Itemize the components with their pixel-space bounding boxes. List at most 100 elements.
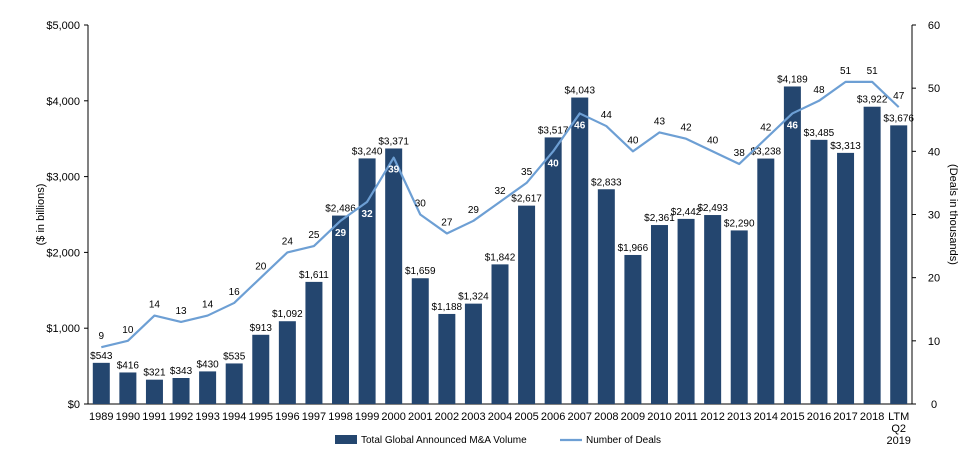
bar-value-label: $2,617	[511, 194, 542, 205]
x-tick-label: 2010	[647, 411, 671, 423]
bar-value-label: $2,486	[325, 204, 356, 215]
left-tick-label: $1,000	[46, 323, 80, 335]
bar-value-label: $3,676	[883, 113, 914, 124]
line-value-label: 44	[601, 110, 613, 121]
bar	[491, 264, 509, 404]
line-value-label: 42	[681, 123, 693, 134]
line-value-label: 46	[574, 120, 586, 131]
right-axis-title: (Deals in thousands)	[947, 164, 959, 265]
x-tick-label: 2014	[754, 411, 778, 423]
bar	[225, 363, 243, 404]
line-value-label: 35	[521, 167, 533, 178]
deals-line	[101, 80, 900, 349]
line-value-label: 29	[468, 205, 480, 216]
x-tick-label: 2001	[408, 411, 432, 423]
bar	[438, 313, 456, 404]
left-tick-label: $0	[68, 399, 80, 411]
line-value-label: 51	[867, 66, 879, 77]
x-tick-label: 1990	[116, 411, 140, 423]
bar-value-label: $430	[196, 359, 219, 370]
line-value-label: 40	[627, 135, 639, 146]
bar	[358, 158, 376, 404]
right-tick-label: 20	[928, 273, 940, 285]
bar-value-label: $1,842	[485, 252, 516, 263]
bar	[119, 372, 137, 404]
bar	[92, 362, 110, 404]
line-value-label: 20	[255, 262, 267, 273]
line-value-label: 32	[494, 186, 506, 197]
line-value-label: 46	[787, 120, 799, 131]
bar-value-label: $4,189	[777, 74, 808, 85]
bar-value-label: $343	[170, 366, 193, 377]
x-tick-label: 2003	[461, 411, 485, 423]
right-tick-label: 40	[928, 146, 940, 158]
bar-value-label: $543	[90, 351, 113, 362]
bar-value-label: $1,188	[432, 302, 463, 313]
x-tick-label: 2015	[780, 411, 804, 423]
bar	[597, 189, 615, 404]
bar	[411, 278, 429, 404]
left-tick-label: $2,000	[46, 247, 80, 259]
line-value-label: 30	[415, 199, 427, 210]
bar-value-label: $3,922	[857, 95, 888, 106]
bar	[385, 148, 403, 404]
bar	[783, 86, 801, 404]
line-value-label: 43	[654, 116, 666, 127]
line-value-label: 42	[760, 123, 772, 134]
bar	[278, 321, 296, 404]
line-value-label: 38	[734, 148, 746, 159]
line-value-label: 48	[813, 85, 825, 96]
line-value-label: 9	[99, 331, 105, 342]
x-tick-label: 2012	[700, 411, 724, 423]
bar-value-label: $3,313	[830, 141, 861, 152]
x-tick-label: LTM Q2 2019	[886, 411, 910, 447]
x-tick-label: 2006	[541, 411, 565, 423]
x-tick-label: 1994	[222, 411, 246, 423]
bar	[837, 152, 855, 404]
x-tick-label: 1992	[169, 411, 193, 423]
bar-value-label: $2,493	[697, 203, 728, 214]
bar	[890, 125, 908, 405]
bar	[172, 378, 190, 404]
x-tick-label: 2004	[488, 411, 512, 423]
bar	[810, 139, 828, 404]
x-tick-label: 1995	[249, 411, 273, 423]
bar-value-label: $1,324	[458, 292, 489, 303]
bar-value-label: $3,240	[352, 146, 383, 157]
line-value-label: 51	[840, 66, 852, 77]
bar-value-label: $535	[223, 351, 246, 362]
bar-value-label: $3,517	[538, 125, 569, 136]
legend-line-label: Number of Deals	[586, 435, 661, 446]
line-value-label: 27	[441, 217, 453, 228]
bar	[730, 230, 748, 404]
bar	[464, 303, 482, 404]
line-value-label: 40	[548, 158, 560, 169]
bar	[332, 215, 350, 404]
x-tick-label: 2005	[514, 411, 538, 423]
bar	[757, 158, 775, 404]
legend-bar-swatch	[335, 435, 357, 444]
bar	[704, 215, 722, 404]
x-tick-label: 1999	[355, 411, 379, 423]
x-tick-label: 2000	[381, 411, 405, 423]
bar-value-label: $913	[250, 323, 273, 334]
x-tick-label: 2011	[674, 411, 698, 423]
bar-value-label: $1,611	[299, 270, 329, 281]
line-value-label: 29	[335, 228, 347, 239]
left-axis-title: ($ in billions)	[35, 184, 47, 246]
bar	[199, 371, 217, 404]
bar	[863, 106, 881, 404]
line-value-label: 24	[282, 236, 294, 247]
right-tick-label: 30	[928, 210, 940, 222]
right-tick-label: 10	[928, 336, 940, 348]
x-tick-label: 2016	[807, 411, 831, 423]
bar	[677, 218, 695, 404]
bar-value-label: $1,092	[272, 309, 303, 320]
line-value-label: 25	[308, 230, 320, 241]
bar-value-label: $321	[143, 368, 166, 379]
bar	[252, 334, 270, 404]
x-tick-label: 1998	[328, 411, 352, 423]
bar-value-label: $3,485	[804, 128, 835, 139]
